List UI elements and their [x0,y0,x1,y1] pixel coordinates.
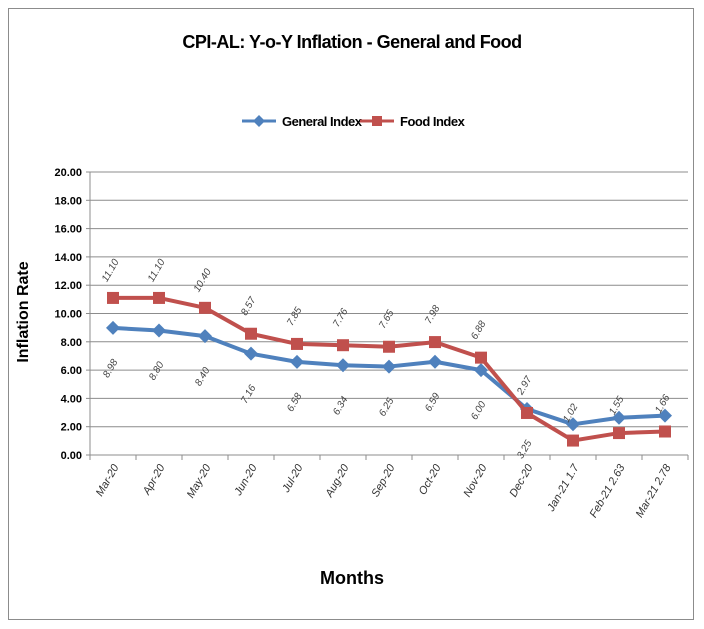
x-tick-label: Mar-20 [94,462,122,499]
data-point-general [244,346,258,361]
data-point-food [521,406,533,419]
data-label: 7.85 [285,305,304,328]
data-label: 6.34 [331,394,350,417]
data-point-general [566,417,580,432]
x-tick-label: Apr-20 [140,462,168,498]
data-point-food [245,327,257,340]
data-point-food [383,340,395,353]
data-point-general [106,320,120,335]
data-label: 6.58 [285,391,304,414]
x-tick-label: Dec-20 [507,462,536,499]
y-axis-title: Inflation Rate [15,261,32,363]
data-label: 11.10 [100,257,122,284]
y-tick-label: 10.00 [54,309,82,321]
data-label: 1.66 [653,393,672,416]
data-label: 6.59 [423,391,442,414]
data-label: 3.25 [515,438,534,461]
x-tick-label: Nov-20 [461,462,490,499]
data-point-general [474,363,488,378]
data-point-general [428,354,442,369]
data-label: 2.97 [515,374,535,398]
data-label: 7.98 [423,303,442,326]
data-label: 6.25 [377,396,396,419]
data-label: 7.76 [331,306,350,329]
data-label: 6.88 [469,319,488,342]
data-point-general [290,354,304,369]
data-point-food [153,291,165,304]
legend-line-general [242,115,276,127]
y-tick-label: 18.00 [54,195,82,207]
data-label: 8.40 [193,365,212,388]
x-axis-title: Months [320,568,384,588]
y-tick-label: 12.00 [54,280,82,292]
legend-line-food [360,116,394,126]
data-point-food [613,427,625,440]
y-tick-label: 6.00 [61,365,82,377]
data-label: 6.00 [469,399,488,422]
data-label: 8.57 [239,295,258,318]
data-point-general [658,408,672,423]
data-point-food [199,301,211,314]
chart-title: CPI-AL: Y-o-Y Inflation - General and Fo… [182,32,522,52]
chart-legend: General Index Food Index [0,110,704,132]
data-point-general [198,329,212,344]
data-label: 8.98 [101,357,120,380]
y-tick-label: 16.00 [54,224,82,236]
data-label: 8.80 [147,360,166,383]
y-tick-label: 0.00 [61,450,82,462]
y-tick-label: 8.00 [61,337,82,349]
data-label: 1.02 [561,402,580,425]
y-tick-label: 14.00 [54,252,82,264]
y-tick-label: 2.00 [61,422,82,434]
x-tick-label: Feb-21 2.63 [588,462,628,520]
x-tick-label: Jul-20 [280,462,306,496]
legend-label-food: Food Index [400,113,465,129]
data-point-food [429,336,441,349]
y-tick-label: 4.00 [61,393,82,405]
data-point-general [382,359,396,374]
x-tick-label: Oct-20 [417,462,444,497]
data-point-food [337,339,349,352]
x-tick-label: Aug-20 [323,462,352,500]
data-point-general [612,410,626,425]
data-point-food [659,425,671,438]
data-point-general [336,358,350,373]
y-tick-label: 20.00 [54,167,82,179]
data-point-food [567,434,579,447]
x-tick-label: Jan-21 1.7 [545,462,582,515]
data-point-general [152,323,166,338]
data-label: 10.40 [192,267,214,295]
data-label: 7.65 [377,308,396,331]
x-tick-label: Mar-21 2.78 [634,462,674,520]
data-point-food [107,291,119,304]
legend-item-general: General Index [240,110,362,132]
data-point-food [475,351,487,364]
legend-label-general: General Index [282,113,362,129]
legend-item-food: Food Index [358,110,465,132]
x-tick-label: Sep-20 [369,462,398,499]
data-point-food [291,337,303,350]
data-label: 11.10 [146,257,168,284]
x-tick-label: May-20 [185,462,214,501]
data-label: 1.55 [607,394,626,417]
x-tick-label: Jun-20 [232,462,260,499]
data-label: 7.16 [239,383,258,406]
